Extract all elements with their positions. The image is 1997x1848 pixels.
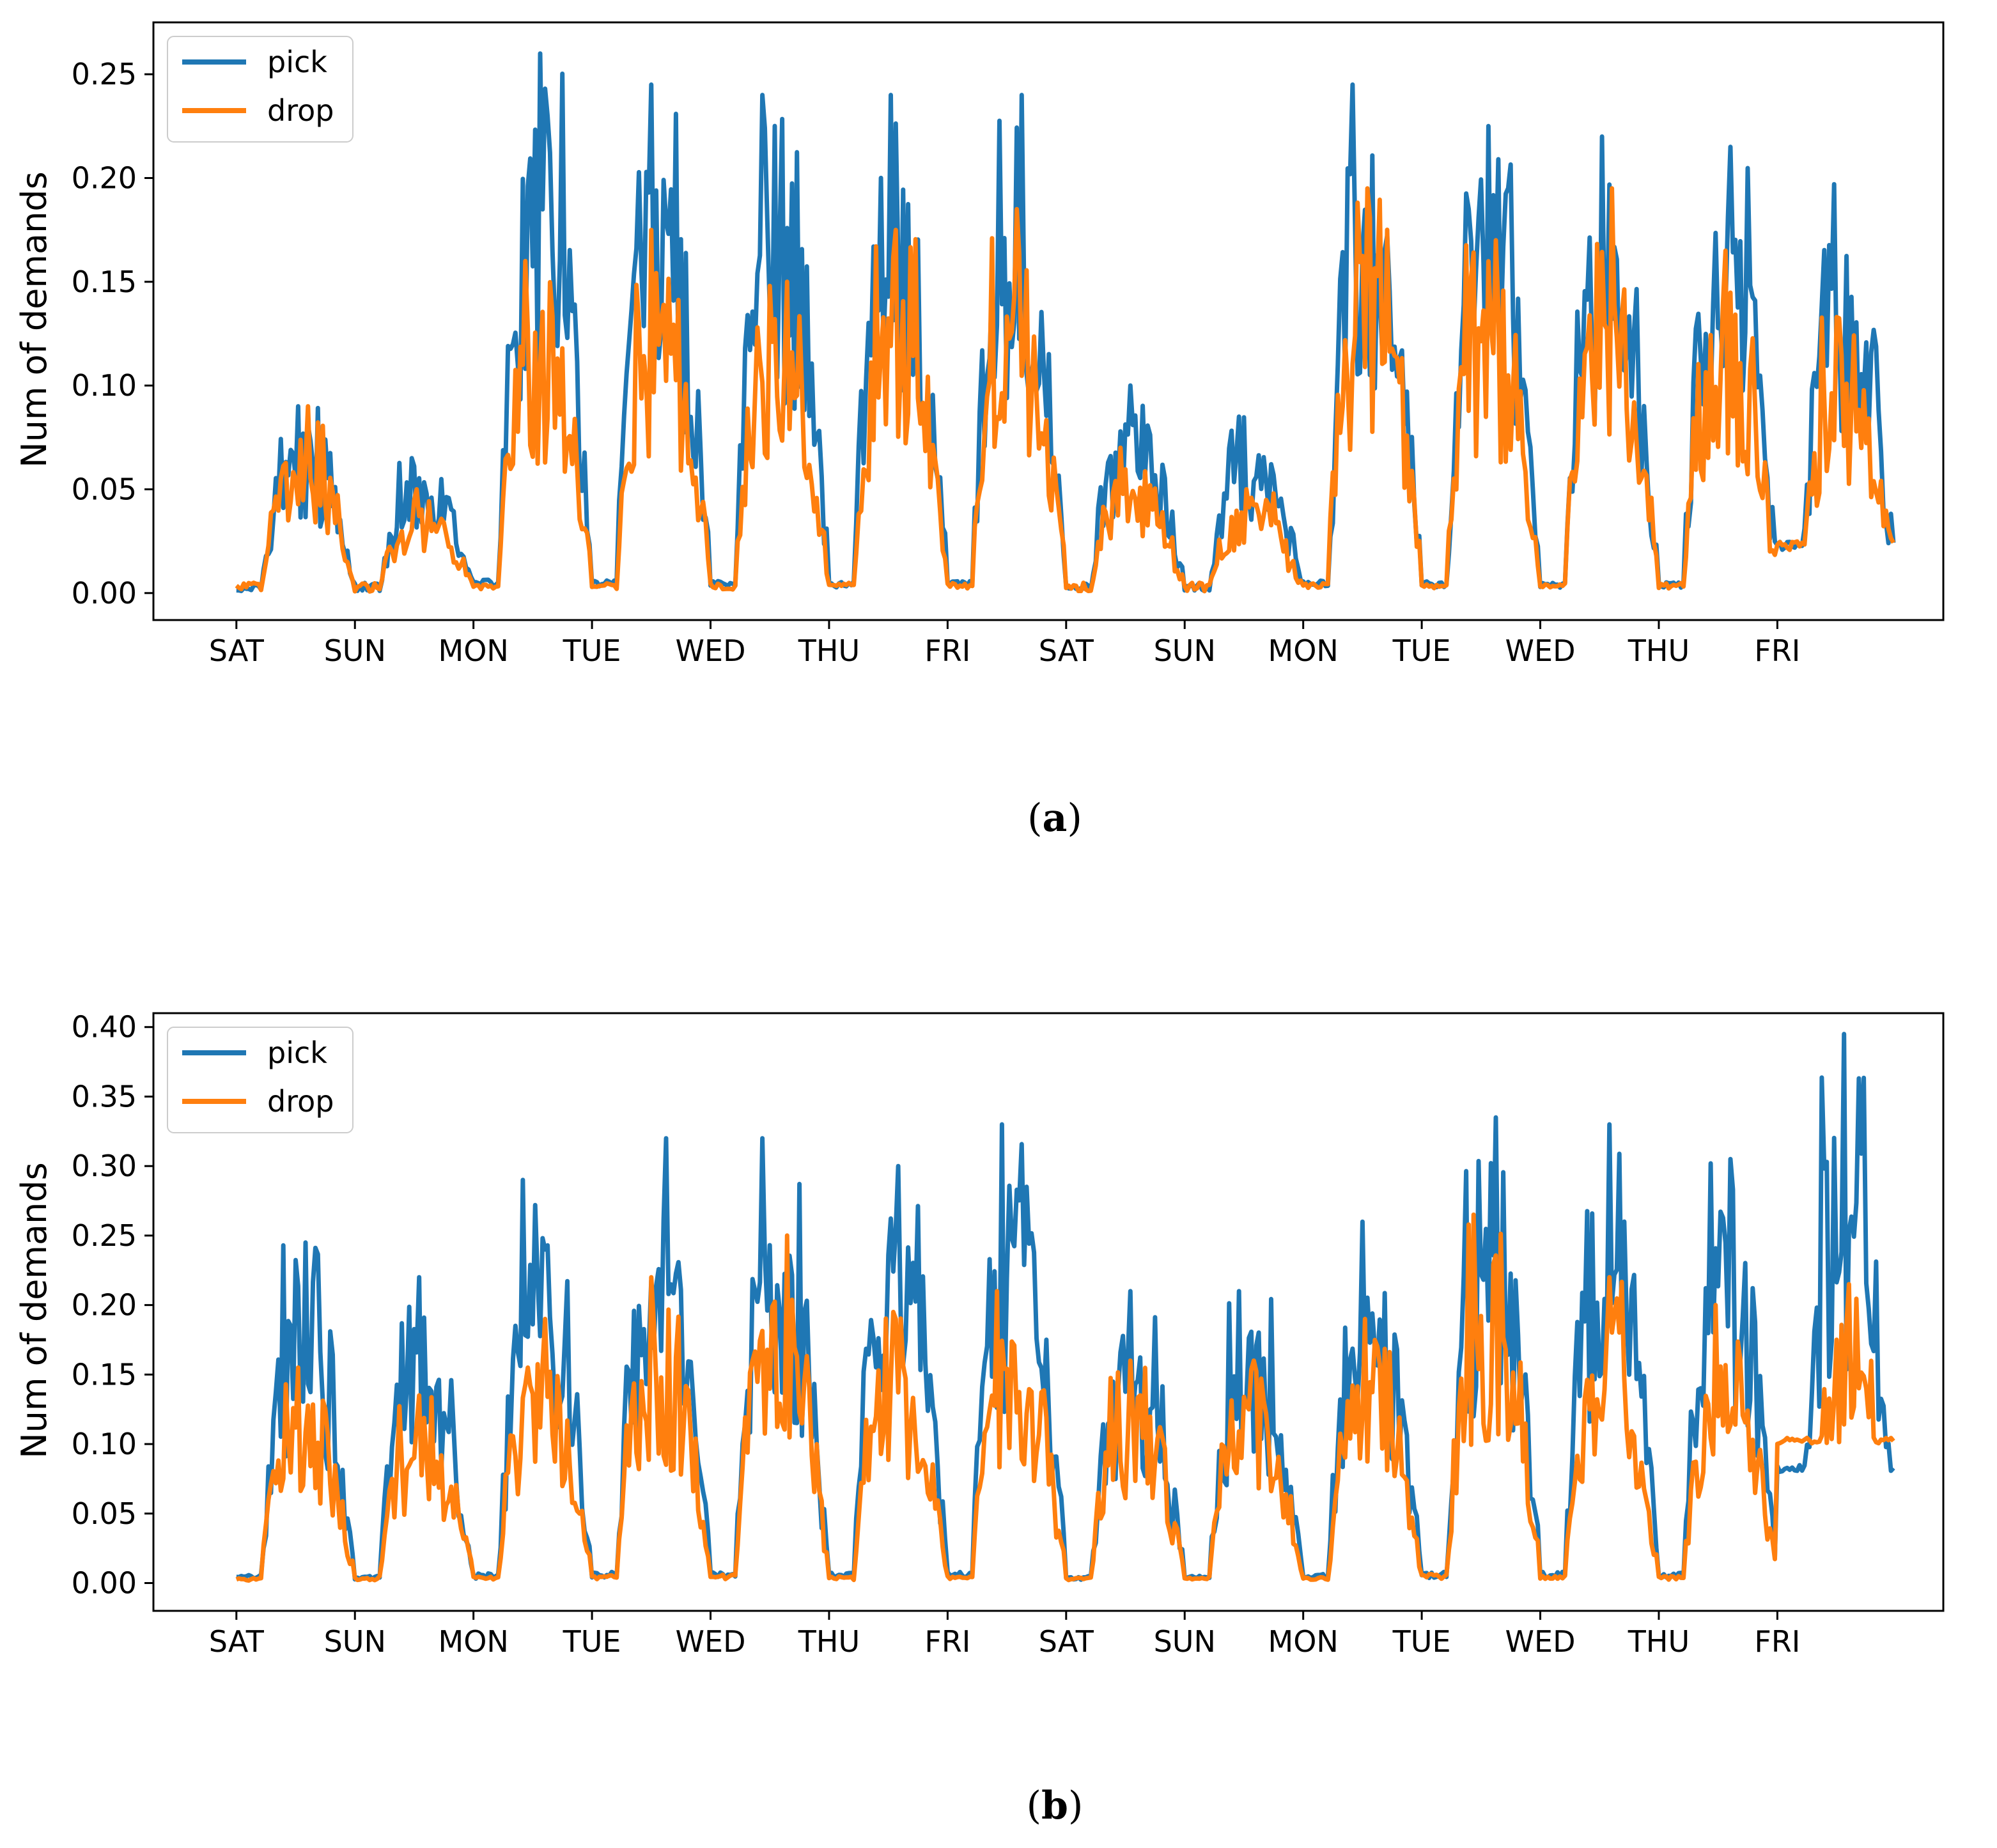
panel-a-y-axis: 0.00 0.05 0.10 0.15 0.20 0.25 — [72, 57, 153, 610]
panel-b-chart: Num of demands 0.000.050.100.150.200.250… — [14, 1010, 1945, 1828]
panel-a-caption-open: ( — [1027, 796, 1042, 841]
y-tick-label: 0.25 — [72, 57, 137, 91]
y-tick-label: 0.00 — [72, 1566, 137, 1601]
x-tick-label: WED — [676, 1624, 746, 1659]
x-tick-label: TUE — [563, 1624, 621, 1659]
panel-a-plot-area — [235, 51, 1896, 594]
x-tick-label: WED — [1505, 633, 1576, 668]
y-tick-label: 0.10 — [72, 1427, 137, 1461]
panel-b-caption: (b) — [1027, 1783, 1084, 1828]
x-tick-label: SAT — [209, 633, 265, 668]
panel-b-plot-area — [235, 1032, 1895, 1583]
y-tick-label: 0.00 — [72, 576, 137, 610]
panel-a-legend: pick drop — [167, 36, 354, 143]
x-tick-label: THU — [798, 1624, 860, 1659]
y-tick-label: 0.35 — [72, 1079, 137, 1114]
panel-a-x-axis: SAT SUN MON TUE WED THU FRI SAT SUN MON TUE WED THU F… — [209, 620, 1800, 668]
x-tick-label: WED — [1505, 1624, 1576, 1659]
x-tick-label: SUN — [1154, 633, 1216, 668]
panel-b-caption-letter: b — [1041, 1783, 1068, 1828]
panel-a-caption-close: ) — [1067, 796, 1082, 841]
x-tick-label: SUN — [324, 633, 386, 668]
x-tick-label: MON — [1268, 633, 1339, 668]
y-tick-label: 0.25 — [72, 1218, 137, 1253]
x-tick-label: WED — [676, 633, 746, 668]
panel-a-caption-letter: a — [1043, 796, 1068, 841]
x-tick-label: MON — [439, 633, 509, 668]
x-tick-label: TUE — [563, 633, 621, 668]
x-tick-label: MON — [1268, 1624, 1339, 1659]
y-tick-label: 0.10 — [72, 368, 137, 403]
x-tick-label: MON — [439, 1624, 509, 1659]
x-tick-label: FRI — [924, 633, 970, 668]
x-tick-label: SUN — [324, 1624, 386, 1659]
x-tick-label: TUE — [1392, 1624, 1451, 1659]
x-tick-label: FRI — [924, 1624, 970, 1659]
y-tick-label: 0.20 — [72, 1288, 137, 1323]
y-tick-label: 0.30 — [72, 1149, 137, 1183]
series-line-drop — [235, 1212, 1895, 1583]
panel-b-legend: pick drop — [167, 1027, 354, 1133]
x-tick-label: THU — [1628, 1624, 1690, 1659]
panel-a-caption: (a) — [1027, 796, 1082, 841]
x-tick-label: SAT — [1039, 1624, 1094, 1659]
x-tick-label: FRI — [1754, 1624, 1800, 1659]
panel-b-ylabel: Num of demands — [14, 1162, 54, 1458]
series-line-drop — [235, 186, 1896, 594]
y-tick-label: 0.40 — [72, 1010, 137, 1044]
panel-b-caption-close: ) — [1068, 1783, 1083, 1828]
panel-b-legend-drop-label: drop — [267, 1084, 334, 1119]
y-tick-label: 0.15 — [72, 1357, 137, 1392]
panel-a-chart: Num of demands 0.000.050.100.150.200.25 … — [14, 21, 1945, 841]
panel-b-y-axis: 0.00 0.05 0.10 0.15 0.20 0.25 0.30 0.35 0.40 — [72, 1010, 153, 1601]
panel-a-legend-drop-label: drop — [267, 93, 334, 128]
panel-b-x-axis: SAT SUN MON TUE WED THU FRI SAT SUN MON TUE WED THU F… — [209, 1611, 1800, 1659]
x-tick-label: FRI — [1754, 633, 1800, 668]
y-tick-label: 0.05 — [72, 472, 137, 506]
x-tick-label: THU — [1628, 633, 1690, 668]
panel-b-plot-frame — [152, 1012, 1945, 1612]
x-tick-label: SUN — [1154, 1624, 1216, 1659]
x-tick-label: SAT — [209, 1624, 265, 1659]
y-tick-label: 0.05 — [72, 1496, 137, 1531]
panel-b-legend-pick-label: pick — [267, 1036, 327, 1070]
panel-a-plot-frame — [152, 21, 1945, 621]
x-tick-label: TUE — [1392, 633, 1451, 668]
x-tick-label: SAT — [1039, 633, 1094, 668]
panel-b-caption-open: ( — [1027, 1783, 1041, 1828]
y-tick-label: 0.15 — [72, 265, 137, 299]
x-tick-label: THU — [798, 633, 860, 668]
panel-a-ylabel: Num of demands — [14, 171, 54, 467]
y-tick-label: 0.20 — [72, 160, 137, 195]
panel-a-legend-pick-label: pick — [267, 45, 327, 79]
